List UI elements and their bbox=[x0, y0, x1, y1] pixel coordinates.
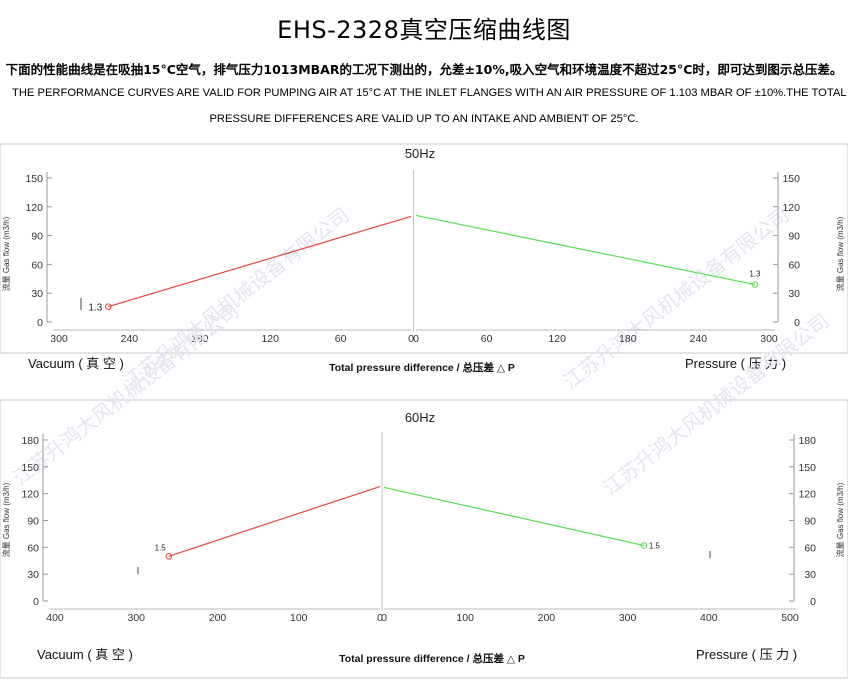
x-axis-title: Total pressure difference / 总压差 △ P bbox=[339, 652, 525, 665]
x-tick-label-pressure: 60 bbox=[481, 333, 493, 345]
y-tick-label-right: 0 bbox=[810, 596, 816, 608]
series-endpoint-vacuum bbox=[165, 552, 173, 560]
x-tick-label-pressure: 100 bbox=[456, 612, 474, 624]
y-tick-label-right: 90 bbox=[788, 231, 800, 243]
x-tick-label-pressure: 400 bbox=[700, 612, 718, 624]
y-tick-label-left: 0 bbox=[33, 596, 39, 608]
vacuum-label: Vacuum ( 真 空 ) bbox=[28, 356, 124, 371]
conditions-note-cn: 下面的性能曲线是在吸抽15°C空气，排气压力1013MBAR的工况下测出的，允差… bbox=[5, 62, 843, 77]
pressure-label: Pressure ( 压 力 ) bbox=[685, 356, 786, 371]
x-tick-label-pressure: 0 bbox=[381, 612, 387, 624]
x-tick-label-vacuum: 400 bbox=[46, 612, 64, 624]
conditions-note-en-line1: THE PERFORMANCE CURVES ARE VALID FOR PUM… bbox=[12, 87, 847, 99]
y-tick-label-right: 150 bbox=[782, 173, 800, 185]
x-tick-label-vacuum: 0 bbox=[408, 333, 414, 345]
series-line-pressure bbox=[383, 486, 644, 547]
y-tick-label-right: 30 bbox=[788, 288, 800, 300]
x-tick-label-vacuum: 180 bbox=[191, 333, 209, 345]
y-axis-title-right: 流量 Gas flow (m3/h) bbox=[835, 216, 845, 291]
x-tick-label-vacuum: 120 bbox=[261, 333, 279, 345]
y-tick-label-left: 120 bbox=[21, 489, 39, 501]
page-title: EHS-2328真空压缩曲线图 bbox=[277, 16, 571, 44]
y-tick-label-left: 150 bbox=[25, 173, 43, 185]
series-line-vacuum bbox=[108, 215, 412, 308]
x-tick-label-pressure: 180 bbox=[619, 333, 637, 345]
x-tick-label-vacuum: 200 bbox=[209, 612, 227, 624]
y-tick-label-right: 90 bbox=[804, 516, 816, 528]
x-tick-label-vacuum: 0 bbox=[377, 612, 383, 624]
y-tick-label-left: 30 bbox=[31, 288, 43, 300]
x-tick-label-pressure: 300 bbox=[619, 612, 637, 624]
x-tick-label-pressure: 300 bbox=[760, 333, 778, 345]
series-line-pressure bbox=[415, 214, 755, 286]
x-tick-label-vacuum: 240 bbox=[121, 333, 139, 345]
x-tick-label-vacuum: 300 bbox=[127, 612, 145, 624]
conditions-note-en-line2: PRESSURE DIFFERENCES ARE VALID UP TO AN … bbox=[209, 113, 639, 125]
y-tick-label-left: 60 bbox=[31, 259, 43, 271]
x-axis-title: Total pressure difference / 总压差 △ P bbox=[329, 361, 515, 374]
series-line-vacuum bbox=[168, 485, 381, 557]
y-tick-label-right: 30 bbox=[804, 569, 816, 581]
x-tick-label-pressure: 0 bbox=[413, 333, 419, 345]
y-axis-title-right: 流量 Gas flow (m3/h) bbox=[835, 482, 845, 557]
vacuum-label: Vacuum ( 真 空 ) bbox=[37, 647, 133, 662]
series-endpoint-pressure bbox=[751, 281, 759, 288]
x-tick-label-pressure: 500 bbox=[781, 612, 799, 624]
x-tick-label-vacuum: 300 bbox=[50, 333, 68, 345]
x-tick-label-pressure: 200 bbox=[538, 612, 556, 624]
y-tick-label-left: 150 bbox=[21, 462, 39, 474]
y-tick-label-right: 120 bbox=[798, 489, 816, 501]
x-tick-label-vacuum: 60 bbox=[335, 333, 347, 345]
series-end-label: 1.5 bbox=[155, 543, 167, 552]
y-tick-label-right: 60 bbox=[788, 259, 800, 271]
series-endpoint-pressure bbox=[640, 542, 648, 549]
y-tick-label-left: 0 bbox=[37, 317, 43, 329]
chart-title: 50Hz bbox=[405, 146, 435, 161]
y-axis-title-left: 流量 Gas flow (m3/h) bbox=[1, 482, 11, 557]
y-tick-label-left: 90 bbox=[27, 516, 39, 528]
y-tick-label-right: 120 bbox=[782, 202, 800, 214]
y-tick-label-left: 30 bbox=[27, 569, 39, 581]
series-end-label: 1.5 bbox=[649, 542, 661, 551]
y-axis-title-left: 流量 Gas flow (m3/h) bbox=[1, 216, 11, 291]
y-tick-label-right: 180 bbox=[798, 435, 816, 447]
y-tick-label-left: 180 bbox=[21, 435, 39, 447]
y-tick-label-left: 120 bbox=[25, 202, 43, 214]
y-tick-label-right: 150 bbox=[798, 462, 816, 474]
y-tick-label-right: 0 bbox=[794, 317, 800, 329]
chart-title: 60Hz bbox=[405, 410, 435, 425]
x-tick-label-pressure: 120 bbox=[548, 333, 566, 345]
x-tick-label-pressure: 240 bbox=[690, 333, 708, 345]
y-tick-label-right: 60 bbox=[804, 542, 816, 554]
pressure-label: Pressure ( 压 力 ) bbox=[696, 647, 797, 662]
y-tick-label-left: 90 bbox=[31, 231, 43, 243]
series-end-label: 1.3 bbox=[749, 270, 761, 279]
series-end-label: 1.3 bbox=[88, 303, 102, 314]
series-endpoint-vacuum bbox=[104, 303, 112, 310]
x-tick-label-vacuum: 100 bbox=[290, 612, 308, 624]
y-tick-label-left: 60 bbox=[27, 542, 39, 554]
